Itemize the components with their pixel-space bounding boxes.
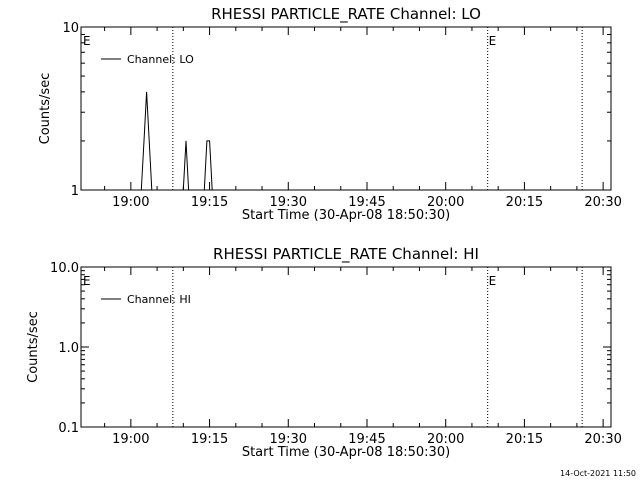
chart1-y-tick-label: 1.0 (58, 341, 79, 356)
chart0-legend-label: Channel: LO (127, 53, 194, 66)
chart1-y-axis-label: Counts/sec (26, 311, 41, 383)
chart1-x-tick-label: 20:30 (584, 432, 621, 447)
chart0-annotation-marker: E (489, 34, 497, 48)
chart1-x-tick-label: 19:15 (191, 432, 228, 447)
chart1-x-tick-label: 19:45 (348, 432, 385, 447)
chart0-series-line (140, 91, 213, 191)
chart1-legend-label: Channel: HI (127, 293, 191, 306)
hi-channel-chart: RHESSI PARTICLE_RATE Channel: HI 19:00 19:… (26, 245, 622, 460)
chart0-x-tick-label: 19:15 (191, 195, 228, 210)
chart0-y-tick-label: 1 (71, 184, 79, 199)
lo-channel-chart: RHESSI PARTICLE_RATE Channel: LO 19:00 19:… (38, 5, 622, 223)
chart0-x-axis-label: Start Time (30-Apr-08 18:50:30) (242, 208, 450, 223)
chart0-x-tick-label: 19:30 (270, 195, 307, 210)
chart0-x-tick-label: 20:15 (506, 195, 543, 210)
chart1-annotation-marker: E (83, 274, 91, 288)
chart0-y-tick-label: 10 (62, 21, 79, 36)
chart0-axes-frame (80, 26, 612, 191)
chart1-x-tick-label: 20:00 (427, 432, 464, 447)
chart0-x-tick-label: 19:45 (348, 195, 385, 210)
chart1-x-tick-label: 20:15 (506, 432, 543, 447)
chart1-y-tick-label: 0.1 (58, 421, 79, 436)
chart1-annotation-marker: E (489, 274, 497, 288)
chart1-x-tick-label: 19:00 (112, 432, 149, 447)
chart0-x-tick-label: 20:00 (427, 195, 464, 210)
chart0-annotation-marker: E (83, 34, 91, 48)
chart1-x-tick-label: 19:30 (270, 432, 307, 447)
chart0-title: RHESSI PARTICLE_RATE Channel: LO (211, 5, 481, 24)
chart0-x-tick-label: 20:30 (584, 195, 621, 210)
footer-timestamp: 14-Oct-2021 11:50 (560, 469, 636, 478)
chart0-y-axis-label: Counts/sec (38, 73, 53, 145)
chart1-x-axis-label: Start Time (30-Apr-08 18:50:30) (242, 445, 450, 460)
chart1-y-tick-label: 10.0 (50, 261, 79, 276)
chart1-title: RHESSI PARTICLE_RATE Channel: HI (213, 245, 479, 264)
chart0-x-tick-label: 19:00 (112, 195, 149, 210)
